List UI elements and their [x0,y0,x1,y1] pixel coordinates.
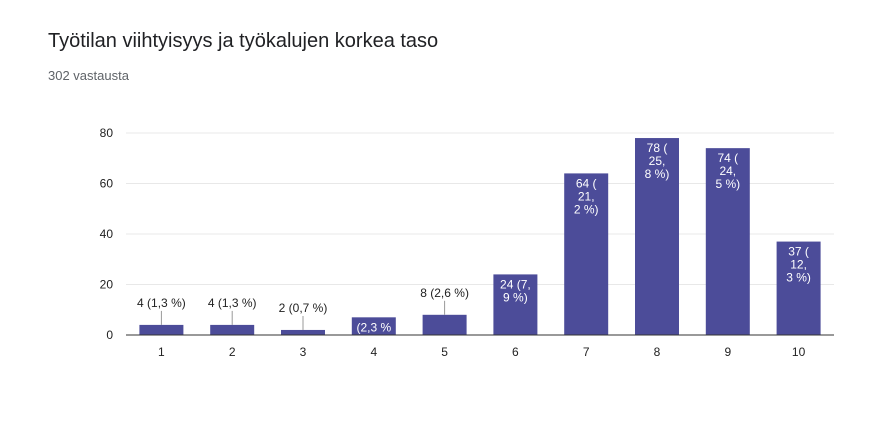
y-tick-label: 40 [100,227,114,241]
data-label: 74 (24, 5 %) [715,151,740,191]
data-label: 24 (7, 9 %) [500,277,531,304]
bar [210,324,255,335]
x-tick-label: 5 [441,345,448,359]
x-tick-label: 9 [724,345,731,359]
data-label: 37 (12, 3 %) [786,245,811,285]
x-tick-label: 6 [512,345,519,359]
bar [351,317,396,335]
x-tick-label: 2 [229,345,236,359]
data-label: 64 (21, 2 %) [574,176,599,216]
chart-title: Työtilan viihtyisyys ja työkalujen korke… [48,30,439,52]
data-label: 2 (0,7 %) [279,301,328,315]
data-label: (2,3 % [356,320,391,334]
y-tick-label: 80 [100,126,114,140]
x-tick-label: 3 [300,345,307,359]
x-tick-label: 1 [158,345,165,359]
y-tick-label: 0 [106,328,113,342]
bar [281,329,325,335]
x-tick-label: 10 [792,345,806,359]
y-tick-label: 60 [100,177,114,191]
x-tick-label: 8 [654,345,661,359]
response-count: 302 vastausta [48,68,129,83]
bar [139,324,184,335]
bar [635,138,679,335]
data-label: 78 (25, 8 %) [645,141,670,181]
data-label: 4 (1,3 %) [208,296,257,310]
y-tick-label: 20 [100,278,114,292]
bar [564,173,609,335]
bar [493,274,538,335]
bar [776,241,821,335]
data-label: 4 (1,3 %) [137,296,186,310]
x-tick-label: 7 [583,345,590,359]
bar [422,314,467,335]
bar [705,148,750,335]
x-tick-label: 4 [370,345,377,359]
data-label: 8 (2,6 %) [420,286,469,300]
